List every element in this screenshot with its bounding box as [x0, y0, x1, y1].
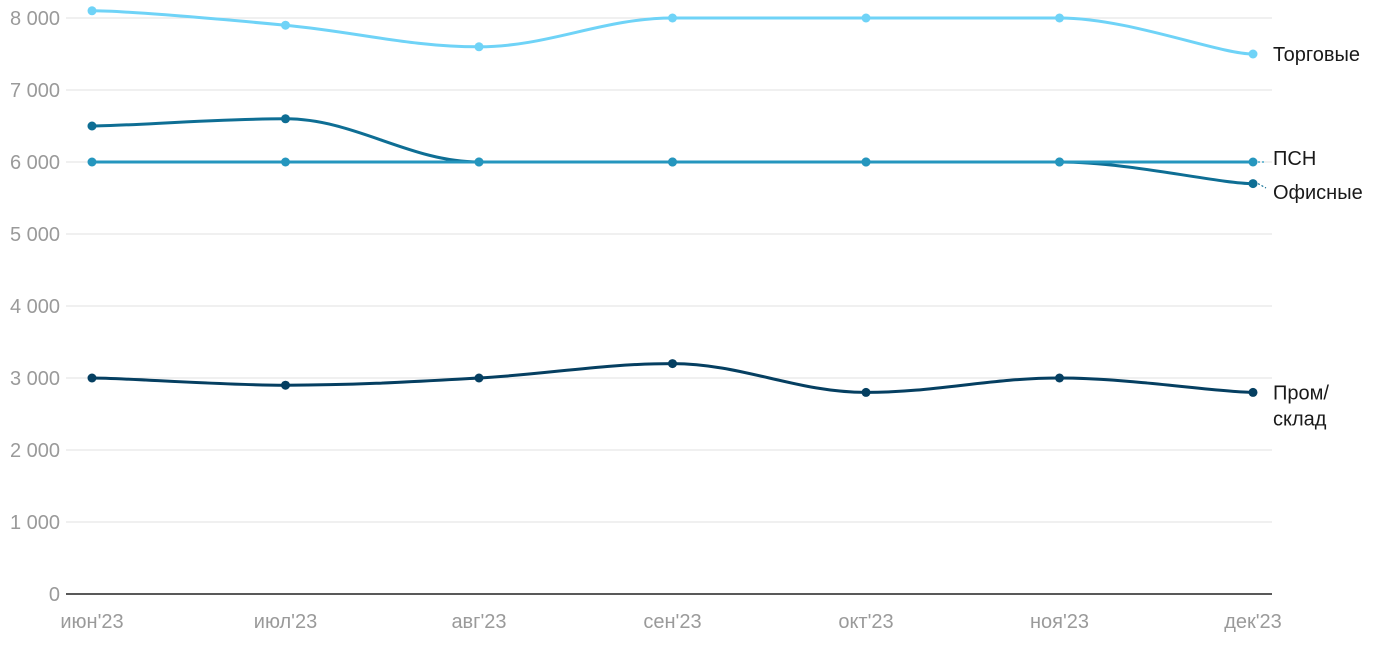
series-2: [87, 114, 1258, 189]
series-line: [90, 117, 1255, 186]
data-point: [1055, 373, 1064, 383]
data-point: [1055, 13, 1064, 23]
y-tick-label: 5 000: [10, 224, 60, 246]
y-tick-label: 1 000: [10, 512, 60, 534]
data-point: [1248, 387, 1258, 397]
series-0: [87, 6, 1258, 59]
data-point: [668, 359, 677, 369]
series-label: Торговые: [1273, 44, 1360, 66]
series-1: [87, 157, 1258, 167]
x-tick-label: июл'23: [254, 611, 317, 633]
data-point: [281, 157, 290, 167]
y-tick-label: 6 000: [10, 152, 60, 174]
data-point: [474, 42, 484, 52]
data-point: [87, 121, 97, 131]
series-label-line: Офисные: [1273, 182, 1363, 204]
x-tick-label: авг'23: [451, 611, 506, 633]
data-point: [861, 157, 871, 167]
series-label-line: склад: [1273, 408, 1327, 430]
x-tick-label: июн'23: [60, 611, 123, 633]
series-label: Пром/склад: [1273, 382, 1329, 430]
data-point: [474, 373, 484, 383]
y-tick-label: 8 000: [10, 8, 60, 30]
series-3: [87, 359, 1258, 397]
data-point: [1055, 157, 1064, 167]
data-point: [861, 387, 871, 397]
y-tick-label: 2 000: [10, 440, 60, 462]
data-point: [281, 20, 290, 30]
series-label-line: ПСН: [1273, 148, 1316, 170]
y-axis-tick-labels: 0 1 000 2 000 3 000 4 000 5 000 6 000 7 000 8 00…: [10, 8, 60, 606]
y-tick-label: 7 000: [10, 80, 60, 102]
data-point: [668, 13, 677, 23]
data-point: [87, 373, 97, 383]
x-tick-label: дек'23: [1224, 611, 1282, 633]
data-point: [1248, 157, 1258, 167]
grid: [66, 17, 1272, 595]
series-label-line: Торговые: [1273, 44, 1360, 66]
data-point: [281, 380, 290, 390]
series-label-connector: [1257, 183, 1267, 189]
series-label-line: Пром/: [1273, 382, 1329, 404]
series-label: Офисные: [1273, 182, 1363, 204]
x-tick-label: сен'23: [643, 611, 701, 633]
data-point: [1248, 179, 1258, 189]
data-point: [281, 114, 290, 124]
data-point: [1248, 49, 1258, 59]
x-axis-tick-labels: июн'23 июл'23 авг'23 сен'23 окт'23 ноя'23 дек'…: [60, 611, 1281, 633]
x-tick-label: окт'23: [838, 611, 893, 633]
data-point: [87, 157, 97, 167]
data-point: [668, 157, 677, 167]
series-lines: [87, 6, 1258, 397]
series-label: ПСН: [1273, 148, 1316, 170]
y-tick-label: 3 000: [10, 368, 60, 390]
y-tick-label: 4 000: [10, 296, 60, 318]
data-point: [87, 6, 97, 16]
data-point: [861, 13, 871, 23]
y-tick-label: 0: [49, 584, 60, 606]
x-tick-label: ноя'23: [1030, 611, 1089, 633]
data-point: [474, 157, 484, 167]
series-labels: Торговые ПСН Офисные Пром/склад: [1257, 44, 1363, 430]
